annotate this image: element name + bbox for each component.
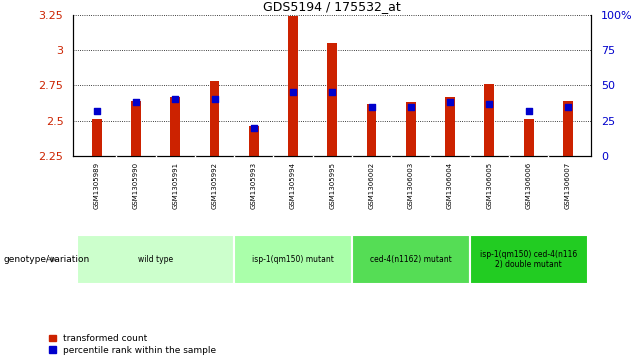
Legend: transformed count, percentile rank within the sample: transformed count, percentile rank withi…: [49, 334, 217, 355]
Text: GSM1306005: GSM1306005: [487, 162, 492, 209]
Bar: [367, 104, 377, 156]
Text: GSM1305989: GSM1305989: [93, 162, 100, 209]
Bar: [445, 97, 455, 156]
Point: [484, 101, 494, 107]
Point: [92, 108, 102, 114]
Text: isp-1(qm150) mutant: isp-1(qm150) mutant: [252, 255, 334, 264]
Point: [366, 104, 377, 110]
Text: GSM1305990: GSM1305990: [133, 162, 139, 209]
Bar: [210, 81, 219, 156]
Bar: [523, 119, 534, 156]
Bar: [77, 235, 234, 284]
Point: [523, 108, 534, 114]
Text: GSM1306003: GSM1306003: [408, 162, 414, 209]
Point: [170, 97, 181, 102]
Point: [563, 104, 573, 110]
Bar: [288, 16, 298, 156]
Text: GSM1305995: GSM1305995: [329, 162, 335, 209]
Point: [445, 99, 455, 105]
Point: [406, 104, 416, 110]
Bar: [170, 97, 180, 156]
Bar: [470, 235, 588, 284]
Point: [249, 125, 259, 131]
Point: [288, 89, 298, 95]
Text: GSM1306006: GSM1306006: [525, 162, 532, 209]
Bar: [352, 235, 470, 284]
Point: [209, 97, 219, 102]
Point: [328, 89, 338, 95]
Text: isp-1(qm150) ced-4(n116
2) double mutant: isp-1(qm150) ced-4(n116 2) double mutant: [480, 250, 577, 269]
Bar: [406, 102, 416, 156]
Bar: [328, 43, 337, 156]
Text: GSM1305994: GSM1305994: [290, 162, 296, 209]
Bar: [92, 119, 102, 156]
Bar: [563, 101, 573, 156]
Text: GSM1306007: GSM1306007: [565, 162, 571, 209]
Bar: [131, 101, 141, 156]
Text: GSM1305993: GSM1305993: [251, 162, 257, 209]
Point: [131, 99, 141, 105]
Text: genotype/variation: genotype/variation: [3, 255, 90, 264]
Text: GSM1305992: GSM1305992: [212, 162, 218, 209]
Text: wild type: wild type: [138, 255, 173, 264]
Bar: [485, 84, 494, 156]
Bar: [249, 126, 259, 156]
Text: GSM1305991: GSM1305991: [172, 162, 178, 209]
Title: GDS5194 / 175532_at: GDS5194 / 175532_at: [263, 0, 401, 13]
Bar: [234, 235, 352, 284]
Text: GSM1306004: GSM1306004: [447, 162, 453, 209]
Text: GSM1306002: GSM1306002: [369, 162, 375, 209]
Text: ced-4(n1162) mutant: ced-4(n1162) mutant: [370, 255, 452, 264]
